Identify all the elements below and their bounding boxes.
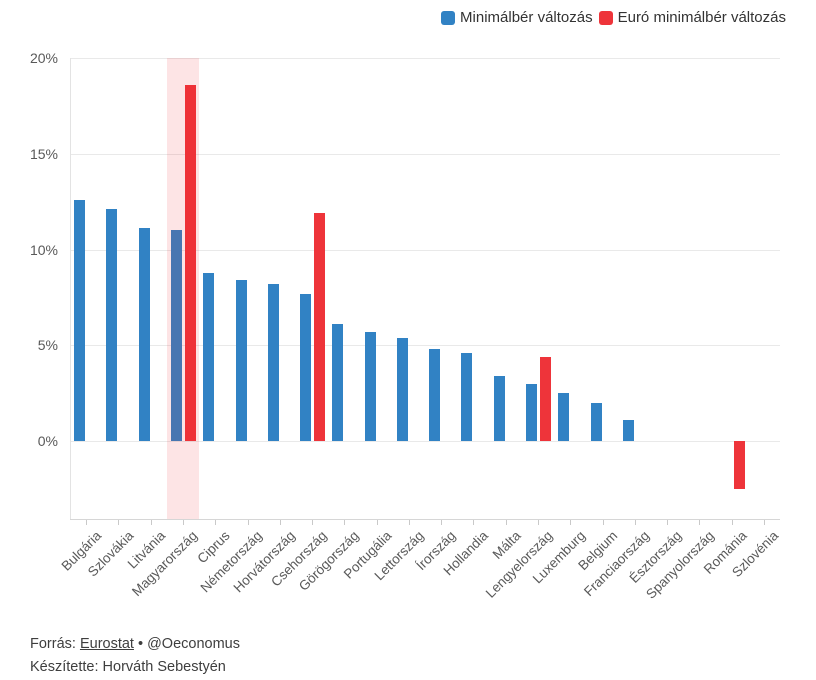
bar-luxemburg-minimalber xyxy=(558,393,570,441)
y-tick-label-15: 15% xyxy=(29,145,58,162)
source-prefix: Forrás: xyxy=(30,636,80,652)
chart-legend: Minimálbér változás Euró minimálbér vált… xyxy=(441,9,786,26)
legend-marker-blue xyxy=(441,10,456,25)
x-tick-horvatorszag xyxy=(279,520,281,525)
source-suffix: • @Oeconomus xyxy=(133,636,240,652)
bar-magyarorszag-euro-minimalber xyxy=(185,84,196,441)
legend-item-euro-minimalber: Euró minimálbér változás xyxy=(598,9,786,26)
legend-item-minimalber: Minimálbér változás xyxy=(441,9,593,26)
source-link[interactable]: Eurostat xyxy=(79,636,134,652)
x-axis-line xyxy=(70,519,780,520)
bar-malta-minimalber xyxy=(493,375,505,441)
bar-gorogorszag-minimalber xyxy=(332,324,344,441)
x-tick-gorogorszag xyxy=(344,520,346,525)
gridline-0 xyxy=(70,441,780,442)
x-tick-csehorszag xyxy=(312,520,313,525)
y-tick-label-20: 20% xyxy=(29,50,58,66)
x-tick-ciprus xyxy=(215,520,217,525)
y-axis-line xyxy=(70,58,71,519)
legend-label-minimalber: Minimálbér változás xyxy=(460,9,593,26)
x-tick-belgium xyxy=(602,520,604,525)
bar-portugalia-minimalber xyxy=(364,331,376,441)
gridline-15 xyxy=(70,153,780,155)
bar-lettorszag-minimalber xyxy=(396,337,408,441)
bar-irorszag-minimalber xyxy=(429,349,441,441)
bar-ciprus-minimalber xyxy=(203,272,215,441)
bar-bulgaria-minimalber xyxy=(74,199,86,441)
bar-belgium-minimalber xyxy=(590,402,602,441)
y-tick-label-5: 5% xyxy=(37,337,58,354)
bar-nemetorszag-minimalber xyxy=(235,280,247,441)
x-tick-franciaorszag xyxy=(634,520,636,525)
x-tick-szlovenia xyxy=(763,520,765,525)
x-tick-hollandia xyxy=(473,520,475,525)
bar-magyarorszag-minimalber xyxy=(171,230,182,441)
bar-hollandia-minimalber xyxy=(461,352,473,441)
x-tick-szlovakia xyxy=(118,520,120,525)
author-line: Készítette: Horváth Sebestyén xyxy=(30,659,226,675)
x-tick-litvania xyxy=(150,520,152,525)
bar-franciaorszag-minimalber xyxy=(622,419,634,441)
bar-csehorszag-euro-minimalber xyxy=(314,213,325,441)
gridline-10 xyxy=(70,249,780,251)
x-tick-magyarorszag xyxy=(183,520,184,525)
bar-csehorszag-minimalber xyxy=(300,293,311,441)
bar-litvania-minimalber xyxy=(138,228,150,441)
bar-szlovakia-minimalber xyxy=(106,209,118,441)
bar-lengyelorszag-euro-minimalber xyxy=(540,356,551,441)
bar-romania-euro-minimalber xyxy=(733,441,745,489)
bar-lengyelorszag-minimalber xyxy=(526,383,537,441)
bar-horvatorszag-minimalber xyxy=(267,284,279,441)
legend-label-euro-minimalber: Euró minimálbér változás xyxy=(617,9,786,26)
x-tick-portugalia xyxy=(376,520,378,525)
x-tick-luxemburg xyxy=(570,520,572,525)
x-tick-esztorszag xyxy=(667,520,668,525)
gridline-20 xyxy=(70,58,780,59)
x-tick-nemetorszag xyxy=(247,520,249,525)
y-tick-label-0: 0% xyxy=(37,433,58,449)
legend-marker-red xyxy=(598,10,613,25)
x-tick-spanyolorszag xyxy=(699,520,701,525)
x-tick-lettorszag xyxy=(408,520,410,525)
x-tick-malta xyxy=(505,520,507,525)
gridline-5 xyxy=(70,345,780,347)
x-tick-irorszag xyxy=(441,520,443,525)
y-tick-label-10: 10% xyxy=(29,241,58,258)
chart-footer: Forrás: Eurostat • @Oeconomus Készítette… xyxy=(30,633,240,679)
source-line: Forrás: Eurostat • @Oeconomus xyxy=(30,633,240,656)
x-tick-bulgaria xyxy=(86,520,88,525)
x-tick-romania xyxy=(731,520,733,525)
x-tick-lengyelorszag xyxy=(538,520,539,525)
